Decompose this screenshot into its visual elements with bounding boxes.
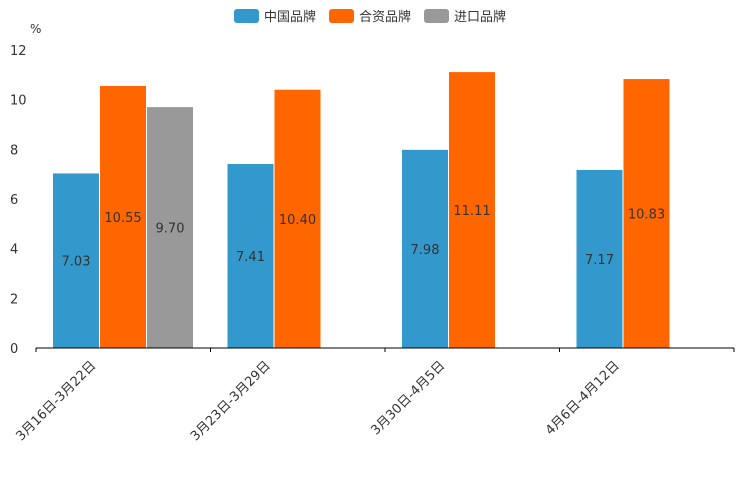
data-label: 7.98	[411, 243, 440, 258]
legend-item: 合资品牌	[329, 9, 411, 25]
x-tick-label: 3月30日-4月5日	[368, 358, 448, 438]
y-tick-label: 12	[10, 44, 27, 59]
bar	[227, 163, 274, 348]
data-label: 11.11	[453, 204, 490, 219]
data-label: 9.70	[156, 222, 185, 237]
bar	[53, 173, 99, 348]
legend-swatch	[424, 9, 449, 23]
data-label: 10.40	[279, 213, 316, 228]
data-label: 7.03	[62, 255, 91, 270]
x-tick-label: 3月16日-3月22日	[14, 358, 100, 444]
bar	[402, 149, 448, 348]
y-tick-label: 10	[10, 94, 27, 109]
legend-swatch	[329, 9, 354, 23]
data-label: 10.55	[104, 211, 141, 226]
y-tick-label: 8	[10, 143, 18, 158]
data-label: 10.83	[628, 208, 665, 223]
bars: 7.03 10.55 9.70 7.41 10.40 7.98 11.11 7.17 10.83	[53, 72, 670, 349]
y-tick-label: 0	[10, 342, 18, 357]
legend-swatch	[234, 9, 259, 23]
bar	[623, 79, 670, 349]
bar	[147, 107, 193, 348]
y-tick-label: 6	[10, 193, 18, 208]
y-tick-label: 2	[10, 292, 18, 307]
legend-label: 中国品牌	[264, 9, 316, 25]
x-tick-label: 4月6日-4月12日	[543, 358, 623, 438]
y-tick-label: 4	[10, 243, 18, 258]
bar	[100, 86, 146, 348]
y-axis: 0 2 4 6 8 10 12	[10, 44, 27, 357]
bar	[576, 169, 623, 348]
bar	[449, 72, 495, 348]
legend-label: 进口品牌	[454, 9, 506, 25]
y-axis-unit: %	[30, 22, 41, 36]
legend: 中国品牌 合资品牌 进口品牌	[234, 9, 506, 25]
x-axis: 3月16日-3月22日 3月23日-3月29日 3月30日-4月5日 4月6日-4月1…	[14, 347, 735, 444]
data-label: 7.17	[585, 253, 614, 268]
data-label: 7.41	[236, 250, 265, 265]
legend-item: 进口品牌	[424, 9, 506, 25]
x-tick-label: 3月23日-3月29日	[188, 358, 274, 444]
legend-item: 中国品牌	[234, 9, 316, 25]
legend-label: 合资品牌	[359, 9, 411, 25]
bar	[274, 89, 321, 348]
